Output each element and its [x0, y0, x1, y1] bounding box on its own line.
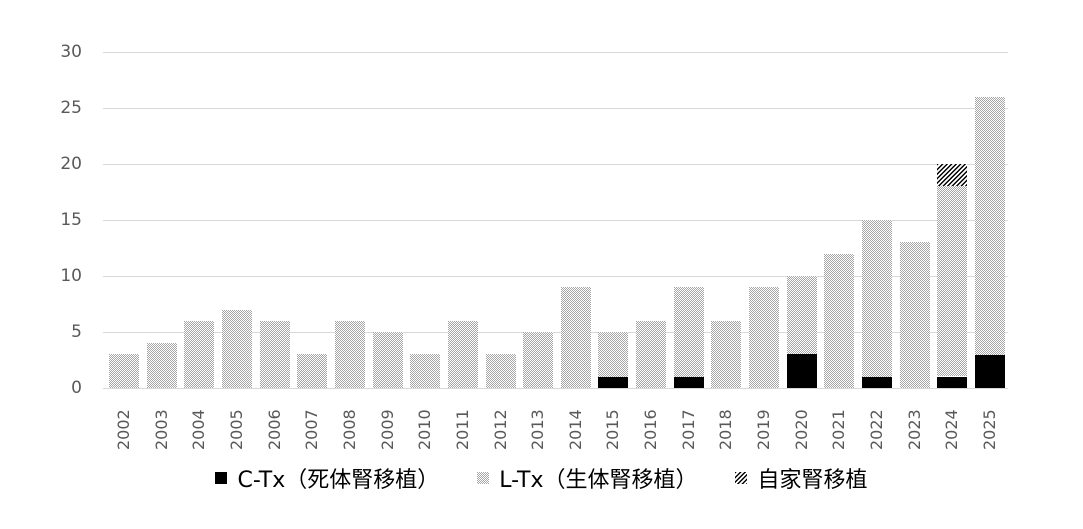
- bar-segment-l-2006: [260, 321, 290, 388]
- bar-segment-l-2012: [486, 354, 516, 388]
- bar-segment-l-2005: [222, 310, 252, 388]
- bar-segment-l-2010: [410, 354, 440, 388]
- bar-segment-l-2017: [674, 287, 704, 377]
- legend-swatch-solid-icon: [215, 472, 228, 484]
- x-tick-label: 2016: [641, 409, 660, 450]
- bar-segment-c-2025: [975, 354, 1005, 388]
- x-tick-label: 2010: [415, 409, 434, 450]
- bar-segment-l-2003: [147, 343, 177, 388]
- bar-segment-l-2004: [184, 321, 214, 388]
- bar-segment-l-2002: [109, 354, 139, 388]
- legend-label: C-Tx（死体腎移植）: [237, 468, 440, 493]
- bar-segment-l-2009: [373, 332, 403, 388]
- bar-segment-l-2021: [824, 254, 854, 388]
- gridline: [103, 164, 1008, 165]
- bar-segment-c-2015: [598, 377, 628, 388]
- bar-segment-l-2019: [749, 287, 779, 388]
- x-tick-label: 2017: [679, 409, 698, 450]
- gridline: [103, 220, 1008, 221]
- x-tick-label: 2009: [378, 409, 397, 450]
- x-tick-label: 2022: [867, 409, 886, 450]
- x-tick-label: 2007: [302, 409, 321, 450]
- y-tick-label: 25: [60, 98, 82, 118]
- x-tick-label: 2005: [227, 409, 246, 450]
- y-tick-label: 0: [71, 378, 82, 398]
- gridline: [103, 388, 1008, 389]
- legend-swatch-dotted-icon: [477, 472, 490, 484]
- bar-segment-l-2025: [975, 97, 1005, 355]
- x-tick-label: 2015: [603, 409, 622, 450]
- y-tick-label: 10: [60, 266, 82, 286]
- legend: C-Tx（死体腎移植） L-Tx（生体腎移植） 自家腎移植: [0, 460, 1083, 496]
- x-tick-label: 2002: [114, 409, 133, 450]
- y-tick-label: 20: [60, 154, 82, 174]
- y-tick-label: 15: [60, 210, 82, 230]
- x-tick-label: 2014: [566, 409, 585, 450]
- x-tick-label: 2004: [189, 409, 208, 450]
- bar-segment-l-2013: [523, 332, 553, 388]
- bar-segment-l-2007: [297, 354, 327, 388]
- x-tick-label: 2020: [792, 409, 811, 450]
- bar-segment-l-2024: [937, 186, 967, 376]
- bar-segment-l-2015: [598, 332, 628, 377]
- y-tick-label: 5: [71, 322, 82, 342]
- bar-segment-l-2016: [636, 321, 666, 388]
- x-tick-label: 2011: [453, 409, 472, 450]
- legend-label: 自家腎移植: [757, 468, 868, 493]
- bar-segment-c-2017: [674, 377, 704, 388]
- bar-segment-c-2020: [787, 354, 817, 388]
- legend-item-l-tx: L-Tx（生体腎移植）: [477, 462, 697, 494]
- x-tick-label: 2013: [528, 409, 547, 450]
- y-tick-label: 30: [60, 42, 82, 62]
- x-tick-label: 2006: [265, 409, 284, 450]
- bar-segment-l-2020: [787, 276, 817, 354]
- x-tick-label: 2018: [716, 409, 735, 450]
- bar-segment-l-2022: [862, 220, 892, 377]
- legend-item-c-tx: C-Tx（死体腎移植）: [215, 462, 439, 494]
- x-tick-label: 2003: [152, 409, 171, 450]
- gridline: [103, 276, 1008, 277]
- bar-segment-c-2022: [862, 377, 892, 388]
- legend-label: L-Tx（生体腎移植）: [499, 468, 698, 493]
- gridline: [103, 108, 1008, 109]
- bar-segment-l-2008: [335, 321, 365, 388]
- bar-segment-l-2011: [448, 321, 478, 388]
- x-tick-label: 2023: [905, 409, 924, 450]
- x-tick-label: 2024: [942, 409, 961, 450]
- bar-segment-s-2024: [937, 164, 967, 186]
- legend-item-autotransplant: 自家腎移植: [735, 462, 868, 494]
- gridline: [103, 332, 1008, 333]
- bar-segment-l-2023: [900, 242, 930, 388]
- bar-segment-l-2014: [561, 287, 591, 388]
- x-tick-label: 2012: [491, 409, 510, 450]
- legend-swatch-hatch-icon: [735, 472, 748, 484]
- x-tick-label: 2008: [340, 409, 359, 450]
- gridline: [103, 52, 1008, 53]
- x-tick-label: 2021: [829, 409, 848, 450]
- bar-segment-c-2024: [937, 377, 967, 388]
- x-tick-label: 2019: [754, 409, 773, 450]
- bar-segment-l-2018: [711, 321, 741, 388]
- x-tick-label: 2025: [980, 409, 999, 450]
